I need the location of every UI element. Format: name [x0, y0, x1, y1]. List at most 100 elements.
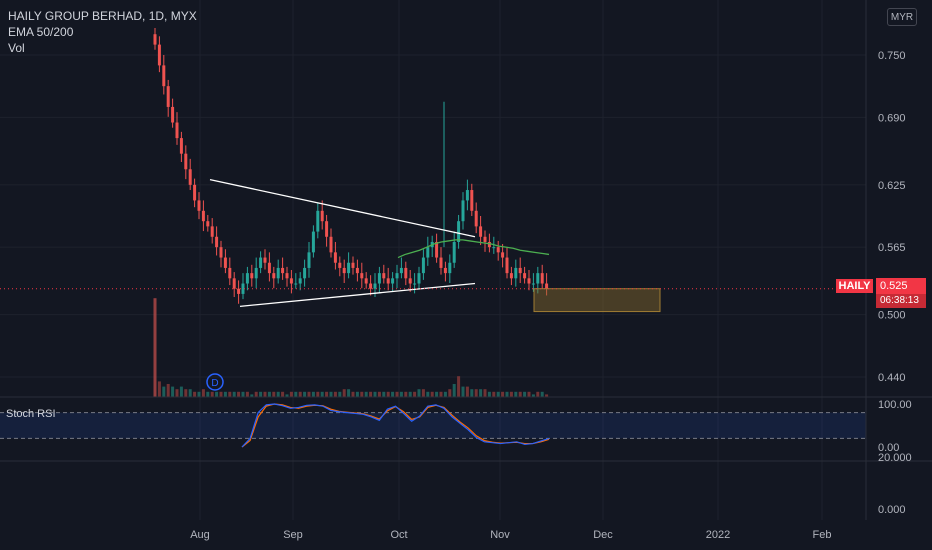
candle-body [298, 278, 302, 284]
candle-body [382, 273, 386, 279]
triangle-upper-trendline [209, 179, 476, 238]
volume-bar [496, 391, 500, 397]
candle-body [157, 44, 161, 66]
volume-bar [303, 391, 307, 397]
candle-body [439, 257, 443, 268]
candle-body [474, 210, 478, 227]
price-tick-label: 0.750 [878, 50, 906, 62]
volume-bar [461, 386, 465, 397]
volume-bar [245, 391, 249, 397]
price-tick-label: 0.625 [878, 180, 906, 192]
candle-body [443, 267, 447, 274]
time-tick-label: 2022 [706, 529, 730, 541]
candle-body [303, 267, 307, 279]
volume-bar [267, 391, 271, 397]
stoch-rsi-pane [0, 396, 932, 462]
volume-bar [465, 386, 469, 397]
volume-bar [162, 386, 166, 397]
volume-bar [166, 384, 170, 397]
volume-bar [285, 394, 289, 397]
candle-body [272, 273, 276, 279]
volume-bar [426, 391, 430, 397]
candle-body [536, 273, 540, 284]
candle-body [197, 200, 201, 211]
candle-body [347, 262, 351, 274]
indicator-ema[interactable]: EMA 50/200 [8, 25, 74, 39]
candle-body [408, 278, 412, 284]
candles [153, 27, 549, 304]
volume-bar [316, 391, 320, 397]
stoch-k-line [241, 403, 550, 448]
candle-body [457, 221, 461, 242]
price-tick-label: 0.500 [878, 310, 906, 322]
volume-bar [386, 391, 390, 397]
stoch-band-fill [0, 412, 866, 439]
candle-body [206, 221, 210, 227]
candle-body [527, 278, 531, 284]
indicator-volume[interactable]: Vol [8, 41, 25, 55]
candle-body [509, 273, 513, 279]
time-tick-label: Feb [813, 529, 832, 541]
candle-body [285, 273, 289, 279]
volume-bar [228, 391, 232, 397]
candle-body [369, 283, 373, 289]
volume-bar [360, 391, 364, 397]
volume-bar [351, 391, 355, 397]
volume-bar [259, 391, 263, 397]
volume-bar [399, 391, 403, 397]
candle-body [223, 257, 227, 268]
candle-body [496, 247, 500, 253]
candle-body [421, 257, 425, 274]
volume-bar [501, 391, 505, 397]
volume-bar [391, 391, 395, 397]
candle-body [263, 257, 267, 263]
candle-body [435, 241, 439, 258]
candle-body [228, 267, 232, 279]
volume-bar [342, 389, 346, 397]
price-tick-label: 0.690 [878, 112, 906, 124]
time-tick-label: Aug [190, 529, 210, 541]
currency-button[interactable]: MYR [887, 8, 917, 26]
symbol-title: HAILY GROUP BERHAD, 1D, MYX [8, 9, 197, 23]
volume-bar [452, 384, 456, 397]
volume-bar [518, 391, 522, 397]
vol-tick-label: 20.000 [878, 452, 912, 464]
volume-bar [531, 394, 535, 397]
candle-body [254, 267, 258, 279]
last-price-label: 0.525 [876, 278, 926, 294]
grid [0, 0, 866, 520]
volume-bar [377, 391, 381, 397]
volume-bar [250, 394, 254, 397]
price-tick-label: 0.440 [878, 372, 906, 384]
vol-tick-label: 0.000 [878, 504, 906, 516]
candle-body [487, 241, 491, 248]
candle-body [166, 86, 170, 107]
candle-body [545, 283, 549, 289]
volume-bar [232, 391, 236, 397]
candle-body [281, 267, 285, 274]
candle-body [276, 267, 280, 279]
stoch-rsi-label: Stoch RSI [6, 408, 56, 420]
candle-body [307, 252, 311, 268]
symbol-price-tag: HAILY [836, 279, 873, 293]
candle-body [289, 278, 293, 284]
candle-body [184, 153, 188, 170]
volume-bar [448, 389, 452, 397]
volume-bar [201, 389, 205, 397]
candle-body [193, 184, 197, 201]
volume-bar [404, 391, 408, 397]
annotations: D [0, 179, 866, 391]
volume-bar [210, 391, 214, 397]
candle-body [413, 283, 417, 285]
candle-body [245, 273, 249, 284]
candle-body [188, 169, 192, 185]
volume-bar [417, 389, 421, 397]
candle-body [518, 267, 522, 274]
volume-bar [289, 391, 293, 397]
volume-bar [492, 391, 496, 397]
volume-bar [421, 389, 425, 397]
volume-bar [197, 391, 201, 397]
candle-body [311, 231, 315, 253]
volume-bar [408, 391, 412, 397]
